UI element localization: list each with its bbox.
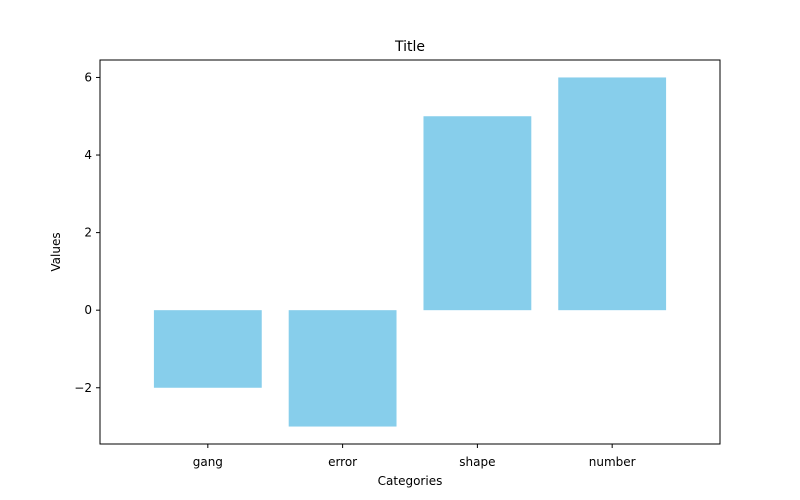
bar-gang (153, 310, 262, 388)
x-tick-label-error: error (328, 455, 357, 469)
bar-shape (423, 116, 532, 311)
x-axis-ticks: gang error shape number (193, 444, 636, 469)
bars-group (153, 77, 667, 427)
y-tick-label: 2 (84, 226, 92, 240)
x-tick-label-number: number (589, 455, 636, 469)
y-axis-label: Values (49, 232, 63, 271)
chart-title: Title (394, 39, 425, 55)
x-axis-label: Categories (378, 474, 443, 488)
plot-frame (99, 59, 721, 445)
bar-error (288, 310, 397, 427)
y-axis-ticks: −2 0 2 4 6 (74, 70, 100, 395)
x-tick-label-gang: gang (193, 455, 223, 469)
x-tick-label-shape: shape (459, 455, 495, 469)
y-tick-label: 4 (84, 148, 92, 162)
y-tick-label: −2 (74, 381, 92, 395)
y-tick-label: 0 (84, 303, 92, 317)
y-tick-label: 6 (84, 70, 92, 84)
bar-number (558, 77, 667, 311)
